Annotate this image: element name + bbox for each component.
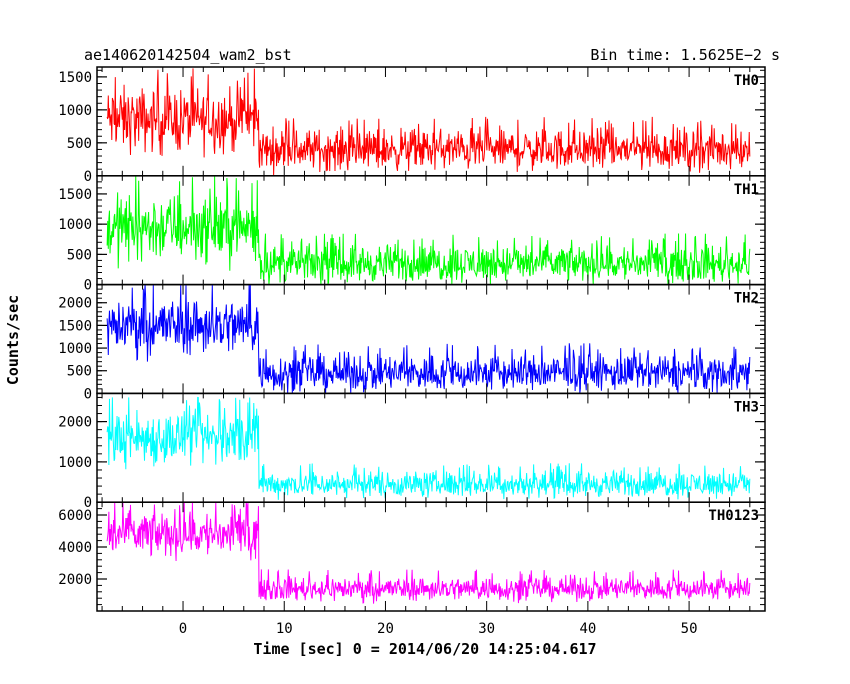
panel-label: TH2 xyxy=(734,291,759,307)
y-tick-label: 2000 xyxy=(58,572,92,588)
x-tick-label: 10 xyxy=(276,621,293,637)
y-axis-title: Counts/sec xyxy=(4,295,22,385)
y-tick-label: 2000 xyxy=(58,296,92,312)
y-tick-label: 0 xyxy=(84,169,92,185)
panel-th2: 0 500 1000 1500 2000 TH2 xyxy=(58,283,766,402)
y-tick-label: 4000 xyxy=(58,540,92,556)
y-tick-label: 0 xyxy=(84,278,92,294)
x-axis-title: Time [sec] 0 = 2014/06/20 14:25:04.617 xyxy=(253,640,596,658)
panel-label: TH0123 xyxy=(708,508,759,524)
y-tick-label: 500 xyxy=(67,364,92,380)
panel-th1: 0 500 1000 1500 TH1 xyxy=(58,175,766,294)
chart-title: ae140620142504_wam2_bst xyxy=(84,46,292,64)
x-axis: 0 10 20 30 40 50 xyxy=(179,621,698,637)
panel-th0123: 2000 4000 6000 TH0123 xyxy=(58,501,766,612)
x-tick-label: 30 xyxy=(478,621,495,637)
panel-label: TH3 xyxy=(734,399,759,415)
x-tick-label: 0 xyxy=(179,621,187,637)
series-line-th3 xyxy=(106,396,751,500)
y-tick-label: 500 xyxy=(67,136,92,152)
y-tick-label: 1500 xyxy=(58,318,92,334)
series-line-th0 xyxy=(106,68,751,176)
y-tick-label: 1000 xyxy=(58,455,92,471)
y-tick-label: 2000 xyxy=(58,415,92,431)
y-tick-label: 1500 xyxy=(58,187,92,203)
y-tick-label: 1000 xyxy=(58,341,92,357)
bin-time-label: Bin time: 1.5625E−2 s xyxy=(590,46,780,64)
panels-layer: 0 500 1000 1500 TH0 0 500 1000 1500 TH1 0 500 1000 15… xyxy=(58,66,766,612)
y-tick-label: 1000 xyxy=(58,103,92,119)
panel-label: TH0 xyxy=(734,73,759,89)
series-line-th1 xyxy=(106,175,751,285)
x-tick-label: 50 xyxy=(681,621,698,637)
series-line-th0123 xyxy=(106,502,751,604)
y-tick-label: 0 xyxy=(84,386,92,402)
series-line-th2 xyxy=(106,284,751,394)
y-tick-label: 0 xyxy=(84,495,92,511)
y-tick-label: 1500 xyxy=(58,70,92,86)
panel-th3: 0 1000 2000 TH3 xyxy=(58,392,766,511)
panel-th0: 0 500 1000 1500 TH0 xyxy=(58,66,766,185)
panel-frame xyxy=(96,501,766,612)
y-tick-label: 500 xyxy=(67,247,92,263)
y-tick-label: 1000 xyxy=(58,217,92,233)
x-tick-label: 20 xyxy=(377,621,394,637)
x-tick-label: 40 xyxy=(579,621,596,637)
panel-label: TH1 xyxy=(734,182,759,198)
y-tick-label: 6000 xyxy=(58,508,92,524)
